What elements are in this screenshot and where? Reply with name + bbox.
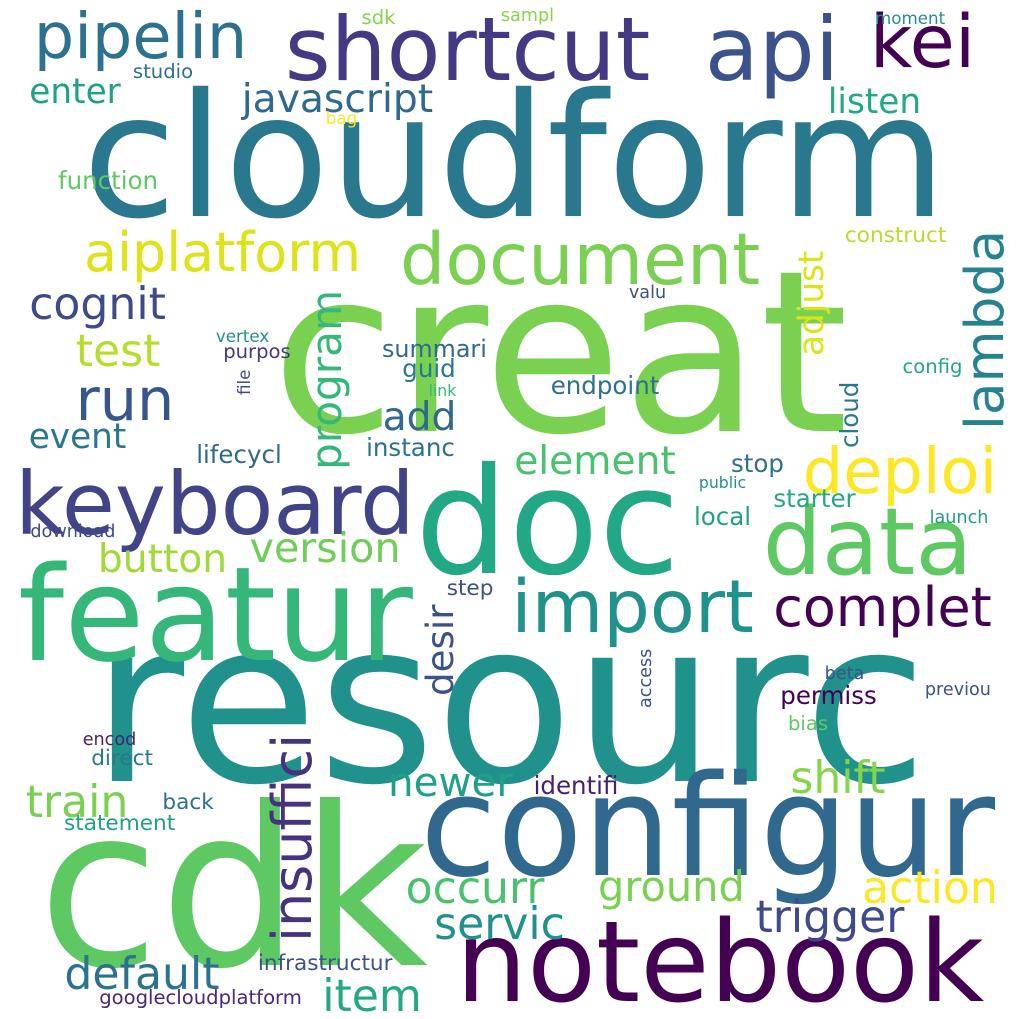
word: complet [773, 575, 992, 639]
word: cdk [38, 761, 428, 1019]
word: file [234, 369, 255, 396]
word: launch [929, 508, 989, 529]
word: moment [875, 7, 946, 28]
word: sampl [500, 6, 555, 27]
word: cloudform [82, 57, 947, 257]
word: pipelin [33, 0, 248, 74]
word: encod [82, 730, 137, 751]
word: config [902, 355, 963, 379]
word: train [25, 776, 129, 828]
word: event [28, 417, 127, 458]
word: default [64, 948, 220, 1000]
word: data [762, 487, 973, 596]
word: occurr [405, 862, 545, 914]
word: construct [844, 223, 947, 249]
word: direct [91, 746, 153, 772]
word: configur [420, 745, 996, 909]
word: servic [434, 898, 565, 950]
word: previou [924, 680, 991, 701]
word: aiplatform [84, 220, 361, 284]
word: step [446, 576, 494, 602]
word: bag [325, 108, 358, 129]
word: studio [132, 60, 194, 84]
word: cloud [835, 381, 865, 449]
word: shortcut [284, 0, 651, 101]
word: download [30, 522, 116, 543]
word: instanc [366, 433, 455, 463]
word: purpos [223, 340, 291, 364]
word: vertex [215, 326, 270, 347]
word: adjust [792, 250, 833, 356]
word: beta [824, 664, 865, 685]
word: guid [402, 354, 456, 384]
word: featur [18, 538, 413, 691]
word: resourc [91, 573, 928, 836]
word: summari [382, 334, 487, 363]
word: stop [731, 449, 784, 479]
word: access [636, 648, 657, 708]
word: test [75, 326, 161, 378]
word: element [514, 439, 676, 485]
word: action [862, 862, 998, 914]
word: ground [598, 861, 745, 911]
word: link [428, 381, 457, 401]
word: infrastructur [257, 951, 393, 977]
word: lifecycl [196, 440, 282, 470]
word: newer [388, 758, 513, 807]
word: notebook [455, 896, 985, 1019]
word: enter [29, 72, 121, 113]
word: cognit [29, 279, 166, 331]
word: insuffici [260, 733, 324, 942]
word: api [704, 0, 840, 101]
word: button [97, 537, 228, 583]
word: endpoint [550, 371, 660, 401]
word: desir [418, 604, 463, 696]
word: version [249, 524, 401, 573]
word: item [322, 970, 422, 1019]
word: starter [773, 484, 856, 514]
word: back [162, 790, 214, 816]
word: shift [790, 752, 886, 804]
word: doc [415, 435, 680, 608]
word: creat [271, 223, 849, 486]
word: kei [869, 0, 976, 85]
word: sdk [361, 6, 396, 30]
word: document [400, 218, 761, 302]
word: javascript [241, 77, 434, 123]
word: local [694, 502, 752, 532]
word: trigger [755, 891, 905, 943]
word: run [75, 364, 175, 434]
word: public [698, 473, 747, 493]
word: import [511, 564, 754, 650]
word: identifi [533, 771, 619, 801]
word: lambda [952, 229, 1016, 430]
word: deploi [802, 434, 998, 509]
word: program [302, 289, 352, 470]
word: statement [64, 811, 176, 837]
word: valu [628, 283, 667, 304]
word: permiss [780, 681, 877, 711]
word: listen [827, 82, 922, 123]
word: function [58, 166, 159, 196]
word: add [382, 395, 457, 441]
word: googlecloudplatform [99, 986, 302, 1010]
word: bias [788, 712, 829, 736]
word: keyboard [15, 455, 415, 556]
